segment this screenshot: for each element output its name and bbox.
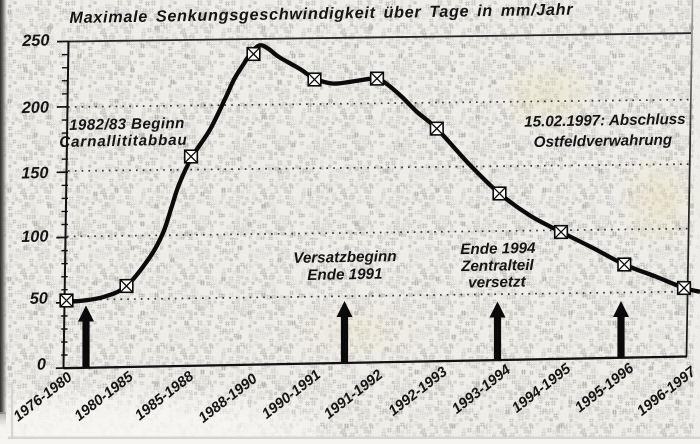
svg-text:150: 150 — [21, 164, 48, 182]
svg-text:Zentralteil: Zentralteil — [460, 257, 535, 275]
svg-text:200: 200 — [21, 99, 49, 117]
svg-text:Ende 1991: Ende 1991 — [307, 266, 382, 284]
svg-text:100: 100 — [21, 228, 48, 246]
svg-text:15.02.1997: Abschluss: 15.02.1997: Abschluss — [524, 111, 686, 131]
svg-text:versetzt: versetzt — [468, 273, 527, 291]
svg-text:Versatzbeginn: Versatzbeginn — [293, 248, 397, 267]
svg-text:50: 50 — [30, 290, 48, 308]
svg-text:1982/83 Beginn: 1982/83 Beginn — [69, 115, 185, 134]
svg-text:0: 0 — [37, 356, 46, 374]
svg-text:Ende 1994: Ende 1994 — [460, 240, 536, 258]
svg-text:Carnallititabbau: Carnallititabbau — [59, 132, 188, 151]
svg-text:Ostfeldverwahrung: Ostfeldverwahrung — [534, 132, 673, 151]
svg-text:250: 250 — [21, 32, 49, 50]
